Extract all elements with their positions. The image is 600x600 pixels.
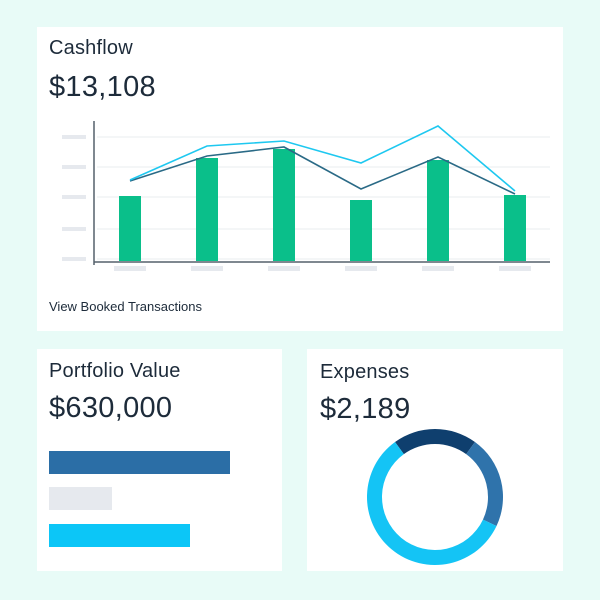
- chart-bar: [273, 149, 295, 261]
- cashflow-card: Cashflow $13,108 View Booked Transaction…: [37, 27, 563, 331]
- chart-series-line: [129, 125, 516, 192]
- cashflow-amount: $13,108: [49, 71, 156, 103]
- y-tick-label-placeholder: [62, 195, 86, 199]
- y-tick-label-placeholder: [62, 257, 86, 261]
- chart-series-line: [129, 146, 516, 195]
- cashflow-title: Cashflow: [49, 37, 133, 59]
- donut-slice: [395, 429, 475, 455]
- y-tick-label-placeholder: [62, 165, 86, 169]
- expenses-amount: $2,189: [320, 393, 411, 425]
- portfolio-card: Portfolio Value $630,000: [37, 349, 282, 571]
- expenses-donut-chart: [367, 429, 503, 565]
- chart-bar: [504, 195, 526, 261]
- y-tick-label-placeholder: [62, 227, 86, 231]
- portfolio-bar: [49, 451, 230, 474]
- x-tick-label-placeholder: [345, 266, 377, 271]
- x-tick-label-placeholder: [422, 266, 454, 271]
- x-tick-label-placeholder: [191, 266, 223, 271]
- x-tick-label-placeholder: [114, 266, 146, 271]
- x-tick-label-placeholder: [499, 266, 531, 271]
- portfolio-bar: [49, 524, 190, 547]
- x-tick-label-placeholder: [268, 266, 300, 271]
- expenses-title: Expenses: [320, 361, 410, 383]
- chart-bar: [196, 158, 218, 261]
- view-booked-transactions-link[interactable]: View Booked Transactions: [49, 299, 202, 314]
- chart-bar: [119, 196, 141, 261]
- portfolio-amount: $630,000: [49, 392, 173, 424]
- expenses-card: Expenses $2,189: [307, 349, 563, 571]
- donut-slice: [466, 441, 503, 526]
- y-tick-label-placeholder: [62, 135, 86, 139]
- portfolio-bar: [49, 487, 112, 510]
- chart-bar: [350, 200, 372, 261]
- chart-bar: [427, 160, 449, 261]
- portfolio-title: Portfolio Value: [49, 360, 181, 382]
- cashflow-chart: [62, 121, 550, 271]
